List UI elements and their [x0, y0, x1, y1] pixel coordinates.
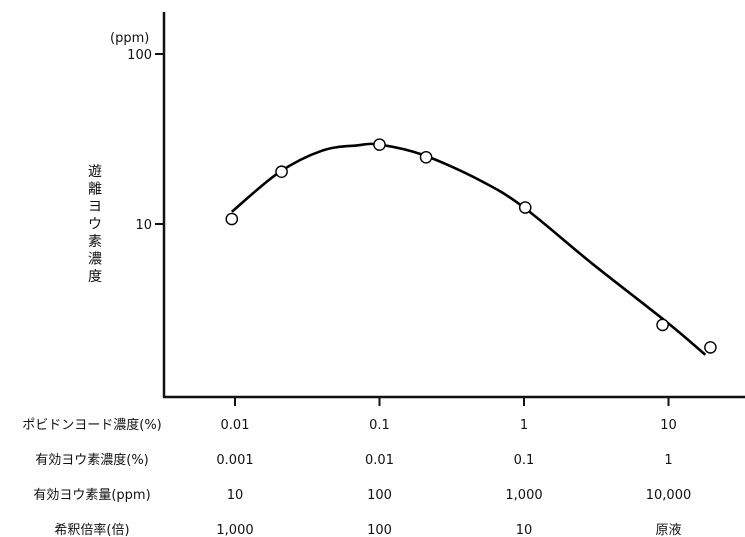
table-row-label: 有効ヨウ素量(ppm) [33, 488, 150, 503]
fit-curve [230, 142, 707, 356]
table-cell: 10,000 [646, 488, 692, 503]
y-label-char: 離 [88, 181, 102, 198]
table-cell: 0.001 [216, 453, 253, 468]
table-cell: 100 [367, 488, 392, 503]
table-cell: 10 [516, 523, 533, 537]
y-label-char: ヨ [88, 199, 102, 215]
y-tick-label: 100 [127, 48, 152, 63]
data-point [373, 138, 386, 151]
data-point [419, 150, 433, 164]
table-cell: 0.1 [514, 453, 535, 468]
table-row-label: 有効ヨウ素濃度(%) [35, 452, 149, 468]
table-cell: 原液 [655, 523, 681, 537]
y-axis-label: 遊離ヨウ素濃度 [88, 164, 102, 285]
table-cell: 10 [227, 488, 244, 503]
table-row-label: ポビドンヨード濃度(%) [22, 417, 162, 433]
table-cell: 100 [367, 523, 392, 537]
y-ticks: 100 10 [127, 48, 164, 233]
data-point [225, 212, 239, 226]
y-label-char: 度 [88, 269, 102, 285]
table-cell: 0.01 [365, 453, 394, 468]
y-label-char: ウ [88, 217, 102, 233]
table-cell: 1 [664, 453, 672, 468]
data-point [656, 318, 669, 332]
table-cell: 1 [520, 418, 528, 433]
y-tick-label: 10 [135, 218, 152, 233]
table-cell: 10 [660, 418, 677, 433]
data-points [225, 138, 717, 354]
table-cell: 1,000 [505, 488, 542, 503]
y-label-char: 濃 [88, 252, 102, 268]
table-cell: 1,000 [216, 523, 253, 537]
axes [162, 12, 745, 399]
y-label-char: 遊 [88, 164, 102, 180]
data-point [275, 165, 288, 179]
y-unit-label: (ppm) [110, 31, 149, 46]
table-row-label: 希釈倍率(倍) [54, 522, 129, 537]
y-label-char: 素 [88, 234, 102, 250]
table-cell: 0.01 [221, 418, 250, 433]
x-ticks [234, 397, 670, 406]
data-point [518, 201, 532, 214]
data-point [704, 341, 717, 354]
table-cell: 0.1 [369, 418, 390, 433]
x-axis-table: ポビドンヨード濃度(%) 0.01 0.1 1 10 有効ヨウ素濃度(%) 0.001 0.0… [22, 417, 691, 537]
